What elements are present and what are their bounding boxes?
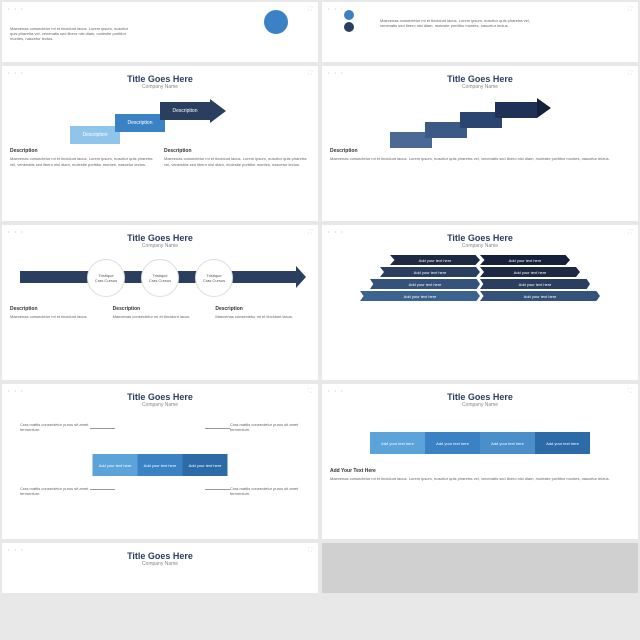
- slide-empty: [322, 543, 638, 593]
- chevron-stack: Add your text hereAdd your text here Add…: [330, 255, 630, 301]
- step-chart: Description Description Description: [70, 94, 250, 144]
- slide-steps-dark: • • •⛶ Title Goes HereCompany Name Descr…: [322, 66, 638, 221]
- puzzle-strip: Add your text here Add your text here Ad…: [330, 432, 630, 454]
- puzzle-row: Cras mattis consectetur purus sit amet f…: [10, 412, 310, 502]
- lorem-text: Maecenas consectetur mi et tincidunt lac…: [10, 26, 130, 41]
- slide-circles: • • •⛶ Title Goes HereCompany Name Trist…: [2, 225, 318, 380]
- nav-dots: • • •: [8, 6, 24, 11]
- slide-puzzle-callout: • • •⛶ Title Goes HereCompany Name Cras …: [2, 384, 318, 539]
- circle-accent: [264, 10, 288, 34]
- slide-title: Title Goes Here: [10, 74, 310, 84]
- slide-chevrons: • • •⛶ Title Goes HereCompany Name Add y…: [322, 225, 638, 380]
- slide-steps-light: • • •⛶ Title Goes HereCompany Name Descr…: [2, 66, 318, 221]
- expand-icon[interactable]: ⛶: [308, 6, 312, 12]
- slide-partial-2: • • •⛶ Maecenas consectetur mi et tincid…: [322, 2, 638, 62]
- slide-partial-1: • • • ⛶ Maecenas consectetur mi et tinci…: [2, 2, 318, 62]
- slide-partial-bottom: • • •⛶ Title Goes HereCompany Name: [2, 543, 318, 593]
- slide-puzzle-strip: • • •⛶ Title Goes HereCompany Name Add y…: [322, 384, 638, 539]
- circle-timeline: TristiqueCras Cursus TristiqueCras Cursu…: [10, 255, 310, 300]
- step-chart-dark: [390, 94, 570, 144]
